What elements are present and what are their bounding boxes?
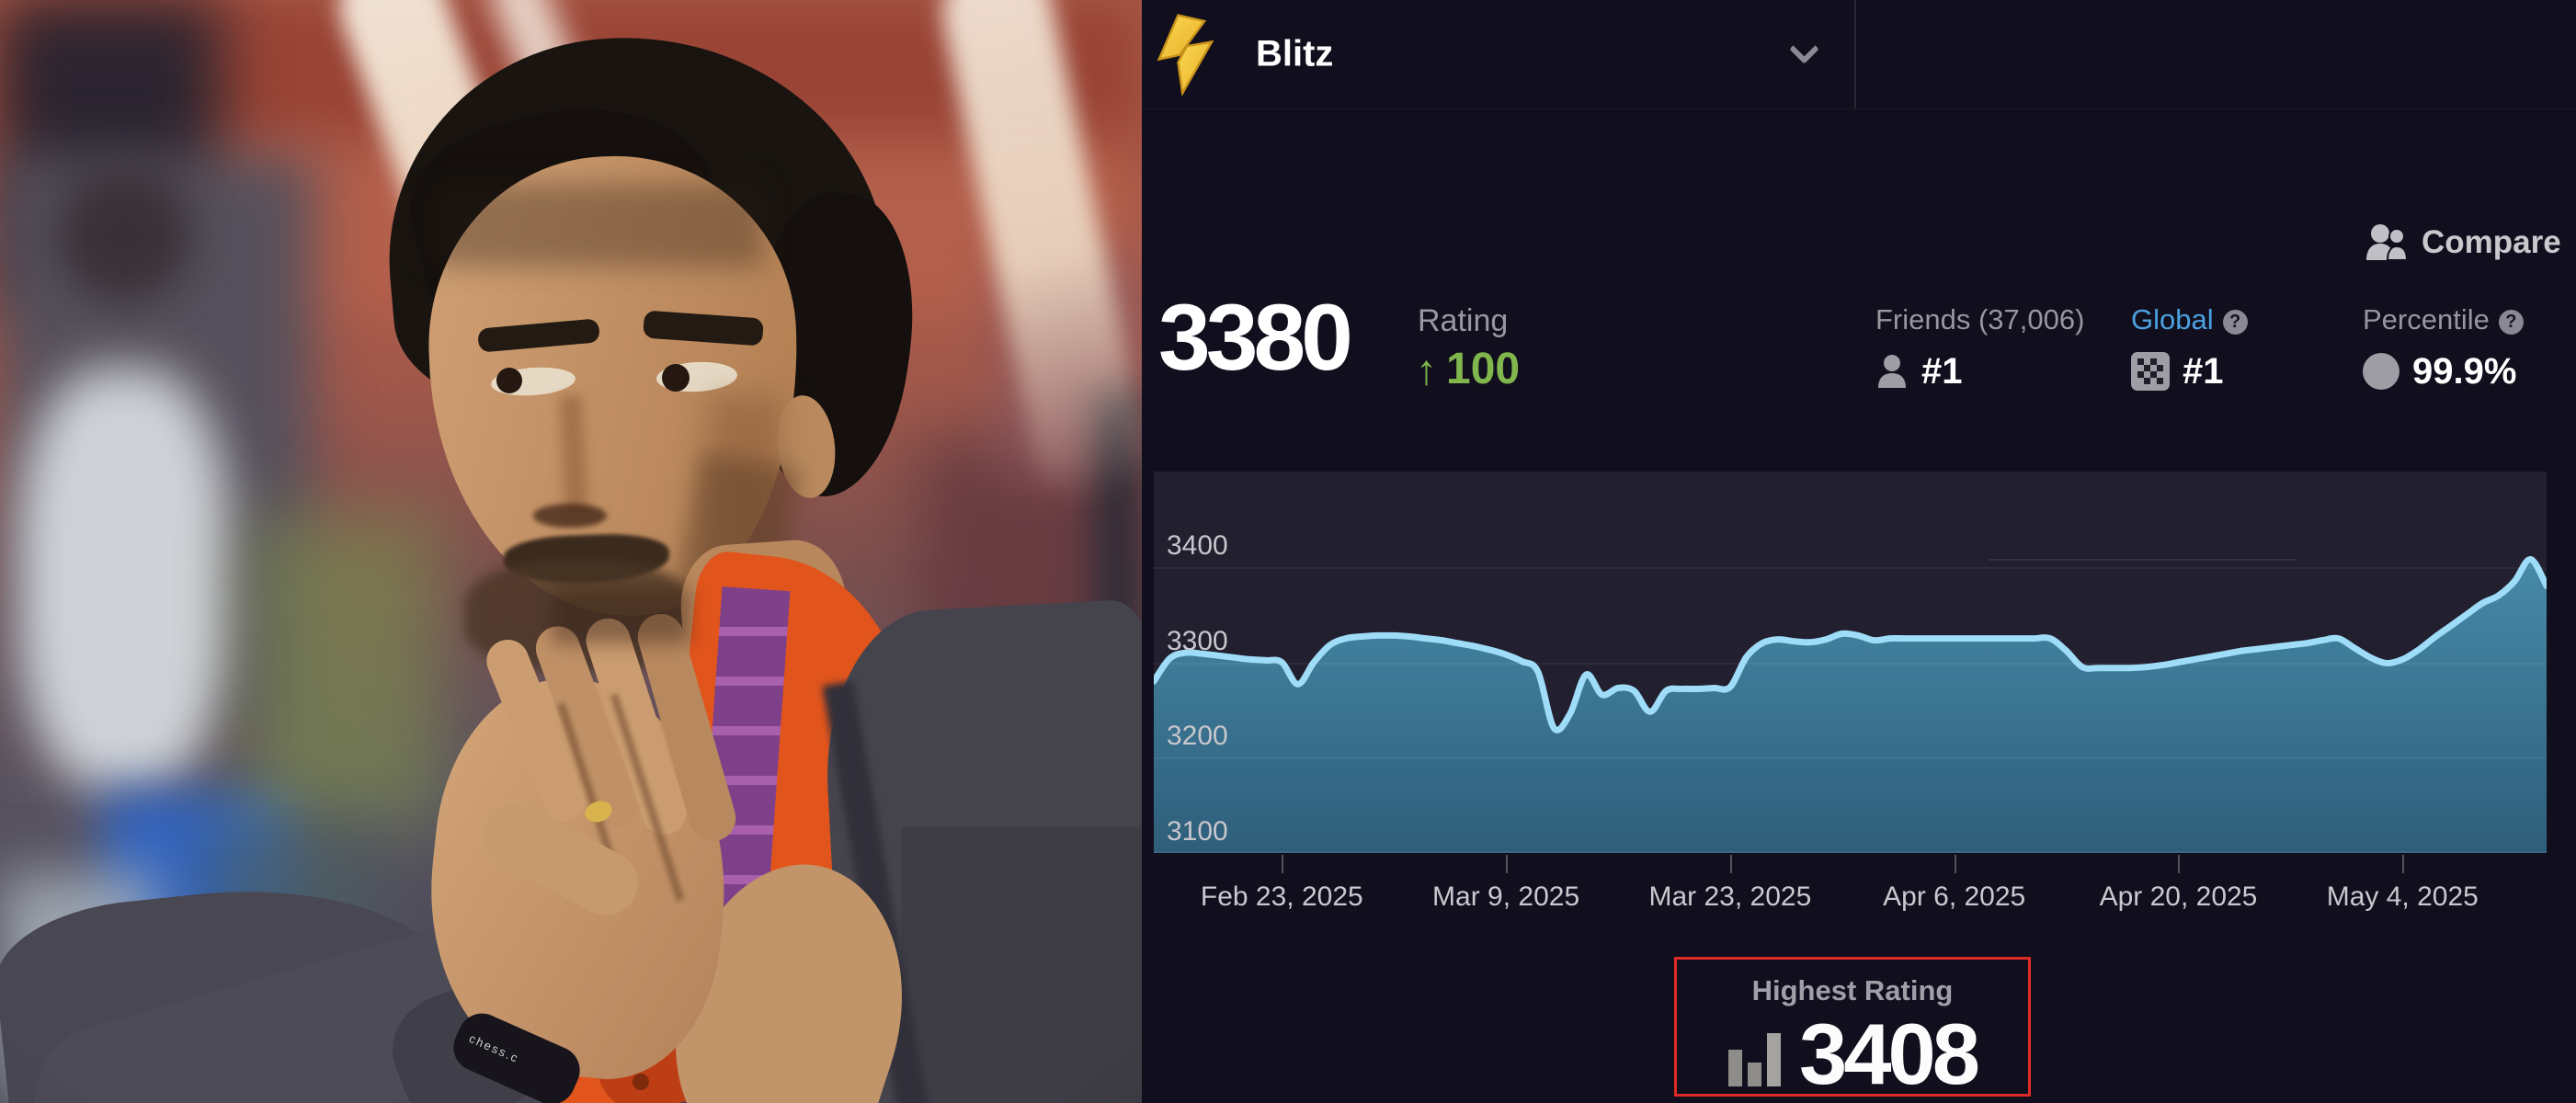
x-axis-label: Apr 6, 2025	[1883, 881, 2026, 912]
light-streak	[325, 0, 572, 382]
highest-rating-label: Highest Rating	[1751, 974, 1954, 1006]
highest-rating-value: 3408	[1798, 1005, 1980, 1102]
lightning-bolt-icon	[1150, 13, 1224, 97]
suit-jacket	[818, 597, 1142, 1103]
current-rating: 3380	[1158, 285, 1353, 390]
y-axis-label: 3100	[1167, 816, 1228, 847]
help-icon[interactable]: ?	[2222, 310, 2248, 335]
person-icon	[1878, 355, 1906, 388]
x-axis-tick	[2402, 855, 2405, 873]
player-ear	[772, 392, 840, 501]
gridline	[1154, 662, 2547, 665]
chevron-down-icon	[1791, 38, 1818, 65]
player-eye	[490, 364, 576, 399]
help-icon[interactable]: ?	[2498, 310, 2524, 335]
x-axis-label: Mar 23, 2025	[1648, 881, 1812, 912]
highest-rating-box: Highest Rating 3408	[1674, 957, 2031, 1097]
chart-toolbar: Blitz 90 days	[1142, 0, 2576, 109]
game-mode-selector[interactable]: Blitz	[1142, 0, 1854, 108]
compare-button[interactable]: Compare	[2365, 219, 2561, 267]
gridline	[1154, 566, 2547, 569]
rating-chart[interactable]: 3400 3300 3200 3100 Feb 23, 2025 Mar 9, 2025…	[1154, 472, 2547, 913]
light-streak	[931, 0, 1142, 511]
x-axis-label: May 4, 2025	[2326, 881, 2479, 912]
wristband-text: chess.c	[466, 1030, 522, 1066]
player-beard	[464, 561, 694, 671]
friends-rank-value: #1	[1921, 350, 1963, 392]
rating-change: ↑ 100	[1416, 345, 1521, 393]
arena-seats	[0, 0, 1142, 175]
up-arrow-icon: ↑	[1416, 346, 1437, 393]
game-mode-label: Blitz	[1256, 33, 1334, 74]
orange-collar	[661, 548, 948, 941]
bar-chart-icon	[1727, 1033, 1781, 1094]
player-photo: chess.c	[0, 0, 1142, 1103]
player-hands	[412, 665, 747, 1090]
player-face	[422, 150, 806, 622]
toolbar-divider	[1854, 0, 1856, 108]
friends-rank-stat: Friends (37,006) #1	[1875, 303, 2084, 393]
x-axis-tick	[1282, 855, 1284, 873]
x-axis-tick	[1729, 855, 1732, 873]
x-axis-tick	[1954, 855, 1956, 873]
people-icon	[2366, 224, 2409, 261]
global-label: Global?	[2131, 303, 2248, 336]
global-rank-value: #1	[2183, 350, 2224, 392]
compare-label: Compare	[2422, 224, 2561, 260]
blurred-spectator	[0, 156, 313, 745]
time-range-selector[interactable]: 90 days	[1854, 0, 2576, 108]
gridline	[1154, 851, 2547, 853]
x-axis-label: Apr 20, 2025	[2099, 881, 2258, 912]
gridline	[1154, 757, 2547, 760]
lanyard	[686, 586, 791, 1103]
highest-rating-marker-line	[1989, 559, 2297, 562]
rating-chart-plot[interactable]: 3400 3300 3200 3100	[1154, 472, 2547, 853]
percentile-label: Percentile?	[2363, 303, 2524, 336]
global-rank-stat: Global? #1	[2131, 303, 2248, 393]
percentile-stat: Percentile? 99.9%	[2363, 303, 2524, 393]
percentile-value: 99.9%	[2412, 350, 2517, 392]
y-axis-label: 3400	[1167, 529, 1228, 561]
stats-panel: Blitz 90 days Compare	[1142, 0, 2576, 1103]
chessboard-icon	[2131, 352, 2170, 391]
wristband: chess.c	[446, 1006, 587, 1103]
x-axis-label: Feb 23, 2025	[1200, 881, 1363, 912]
circle-icon	[2363, 353, 2399, 390]
friends-label: Friends (37,006)	[1875, 303, 2085, 335]
x-axis-tick	[2178, 855, 2181, 873]
rating-label: Rating	[1418, 303, 1509, 338]
player-forearm	[638, 836, 943, 1103]
y-axis-label: 3200	[1167, 721, 1228, 752]
x-axis-tick	[1506, 855, 1509, 873]
gold-ring	[582, 797, 615, 826]
x-axis-label: Mar 9, 2025	[1432, 881, 1580, 912]
player-eye	[655, 359, 738, 394]
y-axis-label: 3300	[1167, 625, 1228, 656]
player-hair	[370, 16, 898, 426]
